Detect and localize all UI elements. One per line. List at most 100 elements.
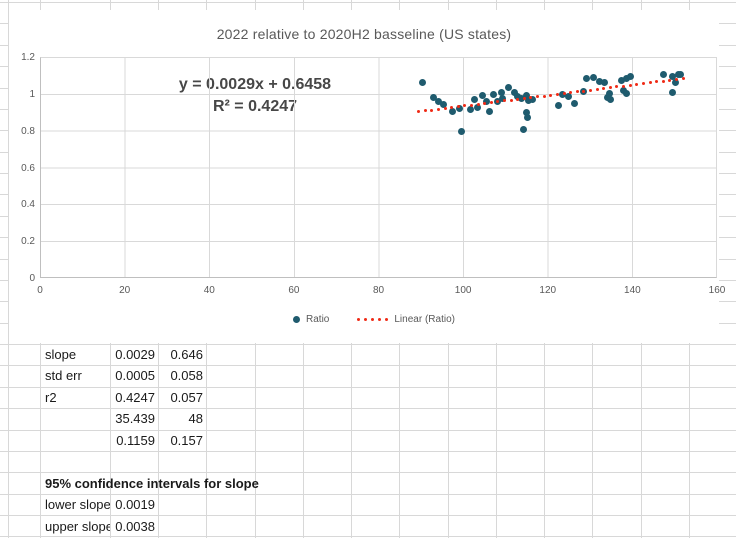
trendline-dot: [575, 90, 579, 94]
chart[interactable]: 2022 relative to 2020H2 basseline (US st…: [9, 10, 725, 343]
cell-df-value[interactable]: 48: [188, 411, 203, 426]
cell-a[interactable]: [8, 473, 40, 494]
trendline-dot: [562, 92, 566, 96]
scatter-point: [505, 84, 513, 92]
trendline-dot: [608, 86, 612, 90]
scatter-point: [486, 108, 494, 116]
trendline-dot: [417, 110, 421, 114]
trendline-dot: [503, 99, 507, 103]
scatter-point: [669, 73, 677, 81]
trendline-dot: [555, 92, 559, 96]
cell-a[interactable]: [8, 344, 40, 365]
cell-a[interactable]: [8, 365, 40, 386]
scatter-point: [603, 93, 611, 101]
table-row: 0.1159 0.157: [8, 430, 206, 451]
cell-f-value[interactable]: 35.439: [115, 411, 155, 426]
trendline-dot: [476, 102, 480, 106]
scatter-point: [489, 91, 497, 98]
trendline-dot: [569, 91, 573, 95]
x-tick-label: 80: [372, 285, 385, 296]
cell-stderr-intercept-value[interactable]: 0.058: [170, 368, 203, 383]
sheet-gridline-h: [0, 494, 736, 495]
cell-blank[interactable]: [40, 430, 110, 451]
scatter-point: [565, 92, 573, 100]
scatter-point: [514, 93, 522, 101]
cell-lower-slope-label[interactable]: lower slope: [45, 497, 110, 512]
chart-title[interactable]: 2022 relative to 2020H2 basseline (US st…: [216, 26, 512, 42]
cell-a[interactable]: [8, 494, 40, 515]
trendline-dot: [661, 79, 665, 83]
cell-r2-label[interactable]: r2: [45, 390, 57, 405]
cell-blank[interactable]: [40, 408, 110, 429]
legend-linear-ratio-label[interactable]: Linear (Ratio): [394, 314, 455, 325]
scatter-point: [672, 78, 680, 86]
sheet-gridline-h: [0, 472, 736, 473]
scatter-point: [605, 89, 613, 97]
trendline-dot: [602, 87, 606, 91]
cell-a[interactable]: [8, 408, 40, 429]
scatter-point: [582, 75, 590, 83]
trendline-dot: [589, 88, 592, 92]
scatter-point: [479, 91, 487, 99]
scatter-point: [497, 89, 505, 97]
scatter-point: [617, 77, 625, 85]
sheet-gridline-h: [0, 387, 736, 388]
trendline-dot: [443, 106, 447, 110]
y-tick-label: 1: [29, 88, 35, 100]
scatter-point: [622, 89, 630, 97]
sheet-gridline-h: [0, 2, 736, 3]
scatter-point: [456, 104, 463, 112]
trendline-dot: [542, 94, 546, 98]
trendline-dot: [436, 107, 440, 111]
trendline-dot: [668, 78, 672, 82]
scatter-point: [466, 105, 474, 113]
y-tick-label: 1.2: [21, 52, 35, 63]
y-tick-label: 0: [29, 273, 35, 284]
cell-lower-slope-value[interactable]: 0.0019: [115, 497, 155, 512]
trendline-dot: [496, 100, 500, 104]
sheet-gridline-h: [0, 451, 736, 452]
scatter-point: [473, 103, 481, 111]
plot-area[interactable]: [40, 57, 717, 278]
cell-stderr-label[interactable]: std err: [45, 368, 82, 383]
sheet-gridline-h: [0, 515, 736, 516]
chart-legend[interactable]: Ratio Linear (Ratio): [9, 314, 719, 325]
cell-sey-value[interactable]: 0.057: [170, 390, 203, 405]
trendline-dot: [463, 104, 467, 108]
ci-section-title[interactable]: 95% confidence intervals for slope: [45, 476, 259, 491]
cell-slope-label[interactable]: slope: [45, 347, 77, 362]
trendline-dot: [681, 77, 685, 81]
x-tick-label: 160: [708, 285, 726, 296]
scatter-point: [669, 88, 677, 96]
scatter-point: [499, 94, 507, 102]
cell-a[interactable]: [8, 387, 40, 408]
cell-r2-value[interactable]: 0.4247: [115, 390, 155, 405]
scatter-point: [511, 88, 519, 96]
scatter-point: [660, 70, 668, 78]
trendline-dot: [582, 89, 586, 93]
trendline-dot: [516, 97, 520, 101]
table-row: lower slope 0.0019: [8, 494, 158, 515]
scatter-point: [458, 127, 466, 135]
sheet-gridline-h: [0, 344, 736, 345]
scatter-point: [520, 125, 528, 133]
trendline-dot: [549, 93, 553, 97]
trendline-dot: [469, 103, 473, 107]
sheet-gridline-h: [0, 408, 736, 409]
legend-ratio-label[interactable]: Ratio: [306, 314, 330, 325]
trendline-dot: [529, 96, 533, 100]
cell-slope-value[interactable]: 0.0029: [115, 347, 155, 362]
scatter-point: [419, 79, 427, 87]
cell-ssreg-value[interactable]: 0.1159: [116, 433, 155, 448]
y-tick-label: 0.4: [21, 199, 35, 211]
cell-stderr-value[interactable]: 0.0005: [115, 368, 155, 383]
cell-intercept-value[interactable]: 0.646: [170, 347, 203, 362]
cell-upper-slope-value[interactable]: 0.0038: [115, 519, 155, 534]
cell-a[interactable]: [8, 430, 40, 451]
cell-ssresid-value[interactable]: 0.157: [170, 433, 203, 448]
cell-upper-slope-label[interactable]: upper slope: [45, 519, 110, 534]
table-row: r2 0.4247 0.057: [8, 387, 206, 408]
cell-a[interactable]: [8, 516, 40, 537]
sheet-gridline-h: [0, 536, 736, 537]
trendline-dot: [483, 101, 487, 105]
